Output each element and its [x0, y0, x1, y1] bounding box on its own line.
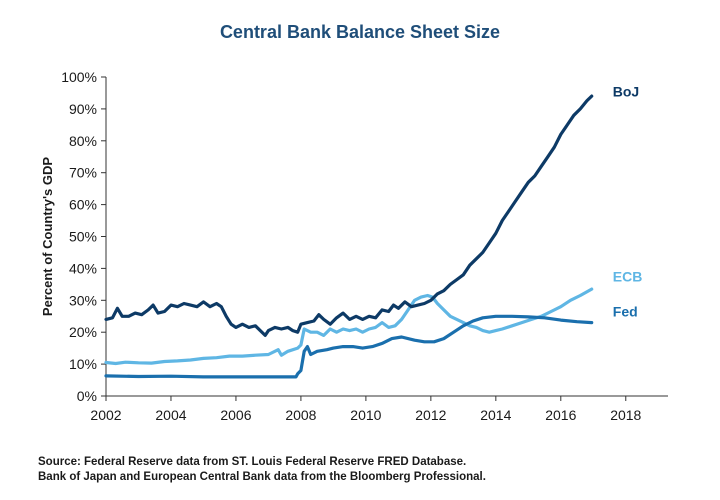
y-tick-label: 20%: [69, 324, 97, 340]
source-line-2: Bank of Japan and European Central Bank …: [38, 471, 486, 483]
x-tick-label: 2018: [610, 407, 641, 423]
source-line-1: Source: Federal Reserve data from ST. Lo…: [38, 456, 467, 468]
x-tick-label: 2008: [285, 407, 316, 423]
series-label-ecb: ECB: [613, 268, 643, 284]
series-line-fed: [104, 314, 594, 379]
x-tick-label: 2014: [480, 407, 511, 423]
x-tick-label: 2006: [220, 407, 251, 423]
y-tick-label: 100%: [61, 69, 97, 85]
y-tick-label: 0%: [77, 388, 97, 404]
x-tick-label: 2016: [545, 407, 576, 423]
chart-title: Central Bank Balance Sheet Size: [219, 22, 501, 42]
x-tick-label: 2002: [90, 407, 121, 423]
y-tick-label: 70%: [69, 165, 97, 181]
y-tick-label: 80%: [69, 133, 97, 149]
line-chart: 0% 10% 20% 30% 40% 50% 60% 70% 80% 90% 100% 2002 200…: [40, 69, 668, 423]
series-line-ecb: [104, 287, 594, 366]
series-label-boj: BoJ: [613, 83, 639, 99]
y-tick-label: 90%: [69, 101, 97, 117]
x-tick-label: 2004: [155, 407, 186, 423]
y-tick-label: 60%: [69, 197, 97, 213]
y-tick-label: 10%: [69, 356, 97, 372]
y-axis-label: Percent of Country's GDP: [40, 157, 55, 316]
series-line-boj: [104, 94, 594, 337]
x-tick-label: 2012: [415, 407, 446, 423]
y-tick-label: 50%: [69, 229, 97, 245]
y-tick-label: 30%: [69, 292, 97, 308]
source-note: Source: Federal Reserve data from ST. Lo…: [38, 455, 486, 485]
y-tick-label: 40%: [69, 260, 97, 276]
x-tick-label: 2010: [350, 407, 381, 423]
series-label-fed: Fed: [613, 303, 638, 319]
